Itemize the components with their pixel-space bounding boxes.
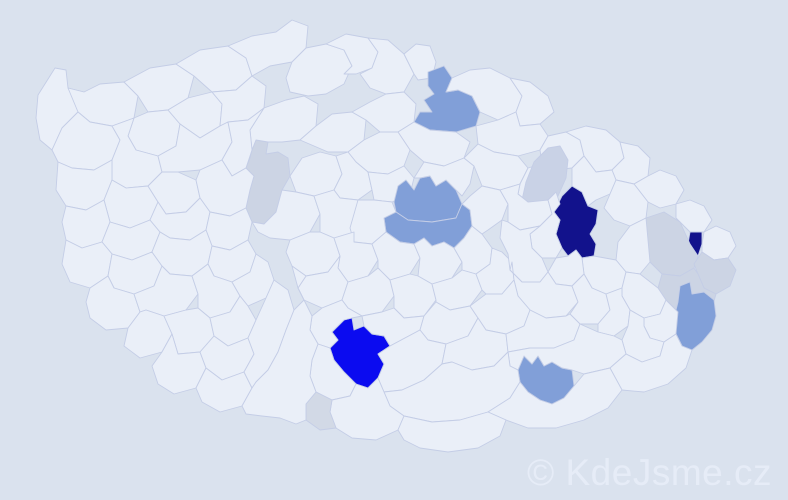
district[interactable] bbox=[371, 231, 421, 281]
district[interactable] bbox=[431, 269, 483, 311]
district[interactable] bbox=[325, 33, 379, 75]
district[interactable] bbox=[285, 43, 353, 97]
district[interactable] bbox=[597, 287, 631, 337]
district[interactable] bbox=[389, 273, 437, 319]
district[interactable] bbox=[413, 157, 475, 197]
district[interactable] bbox=[221, 107, 265, 177]
district[interactable] bbox=[333, 151, 373, 201]
district[interactable] bbox=[571, 155, 617, 207]
district[interactable] bbox=[397, 411, 507, 453]
district[interactable] bbox=[241, 265, 319, 425]
district-karvina[interactable] bbox=[693, 251, 737, 295]
district[interactable] bbox=[351, 91, 417, 133]
watermark-kdejsme: © KdeJsme.cz bbox=[526, 452, 772, 493]
